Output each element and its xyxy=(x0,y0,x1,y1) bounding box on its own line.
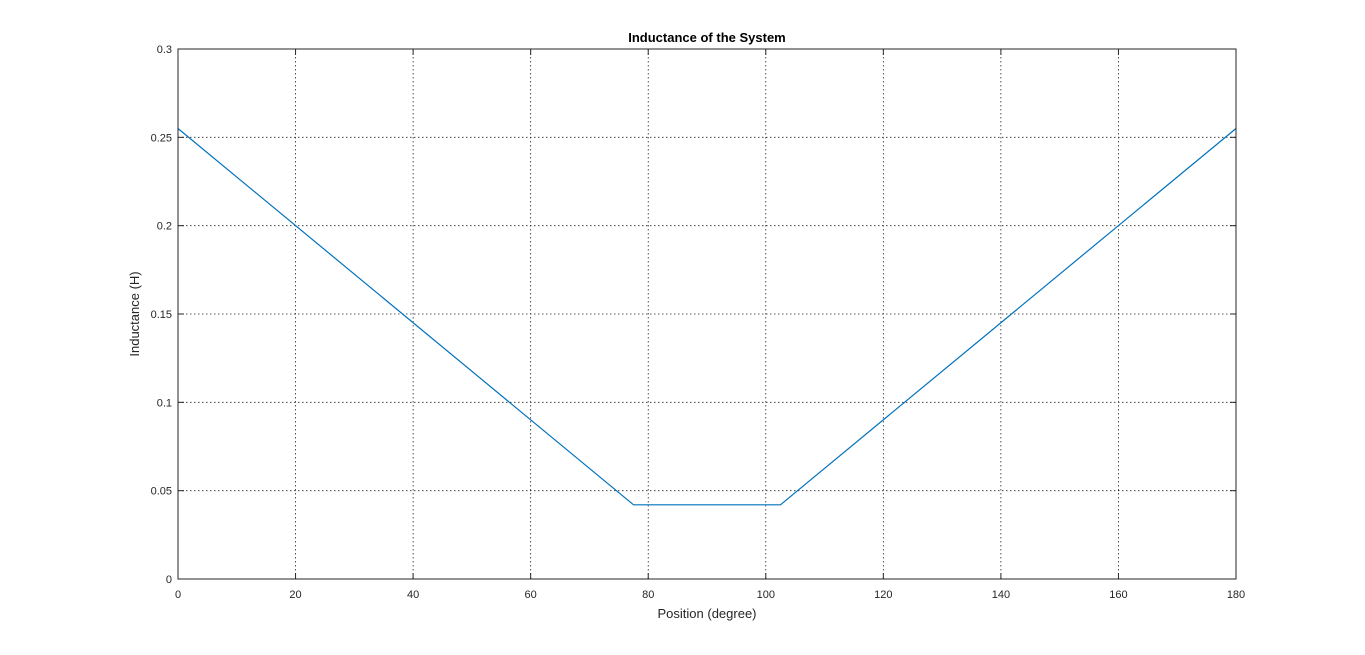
plot-frame xyxy=(177,48,1237,580)
x-tick-label: 40 xyxy=(407,589,419,601)
inductance-line xyxy=(177,128,1237,506)
x-axis-label: Position (degree) xyxy=(658,606,757,621)
x-tick-label: 100 xyxy=(757,589,775,601)
data-series xyxy=(177,128,1237,506)
x-tick-label: 140 xyxy=(992,589,1010,601)
y-tick-label: 0.1 xyxy=(157,397,172,409)
y-tick-label: 0 xyxy=(166,574,172,586)
y-tick-label: 0.25 xyxy=(151,132,172,144)
y-tick-label: 0.3 xyxy=(157,44,172,56)
grid-lines xyxy=(178,49,1236,579)
x-tick-label: 120 xyxy=(874,589,892,601)
x-tick-label: 80 xyxy=(642,589,654,601)
x-tick-label: 160 xyxy=(1109,589,1127,601)
x-tick-label: 180 xyxy=(1227,589,1245,601)
x-tick-label: 0 xyxy=(175,589,181,601)
y-tick-label: 0.05 xyxy=(151,486,172,498)
x-tick-labels: 0 20 40 60 80 100 120 140 160 180 xyxy=(175,589,1245,601)
x-tick-label: 60 xyxy=(525,589,537,601)
y-tick-label: 0.15 xyxy=(151,309,172,321)
chart-title: Inductance of the System xyxy=(628,30,785,45)
y-axis-label: Inductance (H) xyxy=(127,271,142,356)
y-tick-labels: 0 0.05 0.1 0.15 0.2 0.25 0.3 xyxy=(151,44,172,586)
x-tick-label: 20 xyxy=(289,589,301,601)
y-tick-label: 0.2 xyxy=(157,221,172,233)
